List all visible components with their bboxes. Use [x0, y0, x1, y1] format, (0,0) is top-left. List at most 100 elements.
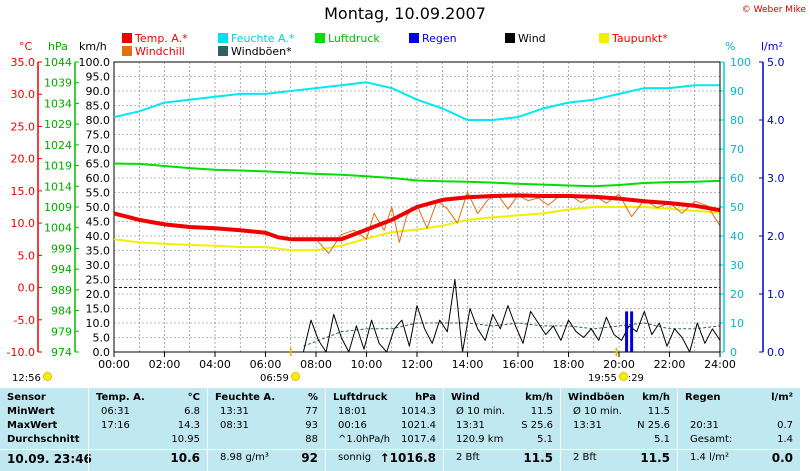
sun-icon: [290, 372, 300, 381]
pressure-tick-label: 1004: [44, 222, 72, 235]
table-footer-label: 8.98 g/m³: [220, 452, 269, 463]
x-tick-label: 14:00: [452, 358, 484, 371]
table-cell-label: 00:16: [338, 420, 367, 431]
wind-tick-label: 55.0: [86, 187, 111, 200]
rain-tick-label: 3.0: [767, 172, 785, 185]
temp-tick-label: 5.0: [18, 249, 36, 262]
wind-axis-title: km/h: [79, 40, 107, 53]
legend-item: Luftdruck: [315, 32, 380, 45]
table-footer-timestamp: 10.09. 23:46: [7, 452, 92, 466]
wind-tick-label: 25.0: [86, 274, 111, 287]
x-tick-label: 00:00: [98, 358, 130, 371]
legend-item: Wind: [505, 32, 546, 45]
table-cell-value: 6.8: [184, 406, 200, 417]
table-header-unit: °C: [187, 392, 200, 403]
legend-label: Regen: [422, 32, 457, 45]
table-header: Sensor: [7, 392, 46, 403]
table-footer-label: 2 Bft: [573, 452, 597, 463]
table-cell-label: Ø 10 min.: [573, 406, 622, 417]
series-line-windb-en: [303, 322, 721, 347]
temp-tick-label: 25.0: [11, 120, 36, 133]
pressure-tick-label: 1019: [44, 160, 72, 173]
table-header-unit: %: [307, 392, 318, 403]
wind-tick-label: 85.0: [86, 100, 111, 113]
humidity-axis-title: %: [725, 40, 736, 53]
table-header: Temp. A.: [96, 392, 145, 403]
table-cell-value: S 25.6: [521, 420, 553, 431]
table-header-unit: km/h: [642, 392, 670, 403]
table-row-label: MaxWert: [7, 420, 58, 431]
pressure-tick-label: 994: [51, 263, 72, 276]
x-tick-label: 20:00: [603, 358, 635, 371]
table-header-unit: km/h: [525, 392, 553, 403]
pressure-tick-label: 979: [51, 325, 72, 338]
wind-tick-label: 40.0: [86, 230, 111, 243]
wind-tick-label: 80.0: [86, 114, 111, 127]
legend-label: Windchill: [135, 45, 185, 58]
x-tick-label: 18:00: [553, 358, 585, 371]
x-tick-label: 08:00: [300, 358, 332, 371]
rain-tick-label: 2.0: [767, 230, 785, 243]
legend-swatch: [599, 33, 609, 43]
wind-tick-label: 5.0: [93, 332, 111, 345]
table-header: Luftdruck: [333, 392, 388, 403]
wind-tick-label: 50.0: [86, 201, 111, 214]
legend-swatch: [218, 33, 228, 43]
wind-tick-label: 90.0: [86, 85, 111, 98]
pressure-tick-label: 999: [51, 242, 72, 255]
table-cell-value: N 25.6: [637, 420, 670, 431]
table-footer-label: 1.4 l/m²: [690, 452, 729, 463]
table-column: Wind km/h Ø 10 min. 11.5 13:31 S 25.6 120.9 km…: [443, 388, 561, 471]
pressure-tick-label: 1034: [44, 97, 72, 110]
legend-swatch: [122, 46, 132, 56]
table-header-unit: hPa: [415, 392, 436, 403]
table-footer-separator: [0, 449, 800, 450]
humidity-tick-label: 10: [730, 317, 744, 330]
temp-tick-label: 35.0: [11, 56, 36, 69]
table-cell-value: 93: [305, 420, 318, 431]
table-header: Regen: [685, 392, 721, 403]
table-cell-label: 06:31: [101, 406, 130, 417]
wind-tick-label: 95.0: [86, 71, 111, 84]
temp-tick-label: -5.0: [14, 314, 35, 327]
table-footer-label: 2 Bft: [456, 452, 480, 463]
sunrise-label: 06:59: [260, 372, 300, 384]
table-cell-label: 20:31: [690, 420, 719, 431]
table-cell-value: 5.1: [654, 434, 670, 445]
x-tick-label: 22:00: [654, 358, 686, 371]
rain-tick-label: 5.0: [767, 56, 785, 69]
table-footer-value: 11.5: [523, 451, 553, 465]
humidity-tick-label: 60: [730, 172, 744, 185]
table-column: Feuchte A.% 13:31 77 08:31 93 88 8.98 g/m³ 92: [207, 388, 326, 471]
wind-tick-label: 45.0: [86, 216, 111, 229]
legend-swatch: [505, 33, 515, 43]
table-cell-label: 13:31: [456, 420, 485, 431]
wind-tick-label: 35.0: [86, 245, 111, 258]
x-tick-label: 04:00: [199, 358, 231, 371]
x-tick-label: 10:00: [351, 358, 383, 371]
humidity-tick-label: 0: [730, 346, 737, 359]
table-column: Regen l/m² 20:31 0.7 Gesamt: 1.4 1.4 l/m² 0.0: [677, 388, 801, 471]
table-cell-label: 17:16: [101, 420, 130, 431]
table-cell-label: 13:31: [220, 406, 249, 417]
table-cell-label: 120.9 km: [456, 434, 504, 445]
table-row-label: MinWert: [7, 406, 55, 417]
table-header: Wind: [451, 392, 480, 403]
humidity-tick-label: 70: [730, 143, 744, 156]
wind-tick-label: 10.0: [86, 317, 111, 330]
chart-title: Montag, 10.09.2007: [324, 4, 486, 23]
legend-swatch: [122, 33, 132, 43]
pressure-tick-label: 1039: [44, 77, 72, 90]
rain-axis-title: l/m²: [761, 40, 783, 53]
x-tick-label: 12:00: [401, 358, 433, 371]
table-cell-label: Gesamt:: [690, 434, 733, 445]
wind-tick-label: 100.0: [79, 56, 111, 69]
table-column: Windböen km/h Ø 10 min. 11.5 13:31 N 25.6 5.1 2…: [560, 388, 678, 471]
series-line-luftdruck: [113, 162, 721, 188]
summary-table: Sensor MinWert MaxWert Durchschnitt 10.09. 2…: [0, 388, 800, 471]
legend-item: Windchill: [122, 45, 185, 58]
wind-tick-label: 15.0: [86, 303, 111, 316]
legend-item: Windböen*: [218, 45, 292, 58]
rain-tick-label: 4.0: [767, 114, 785, 127]
table-cell-label: ^1.0hPa/h: [338, 434, 391, 445]
